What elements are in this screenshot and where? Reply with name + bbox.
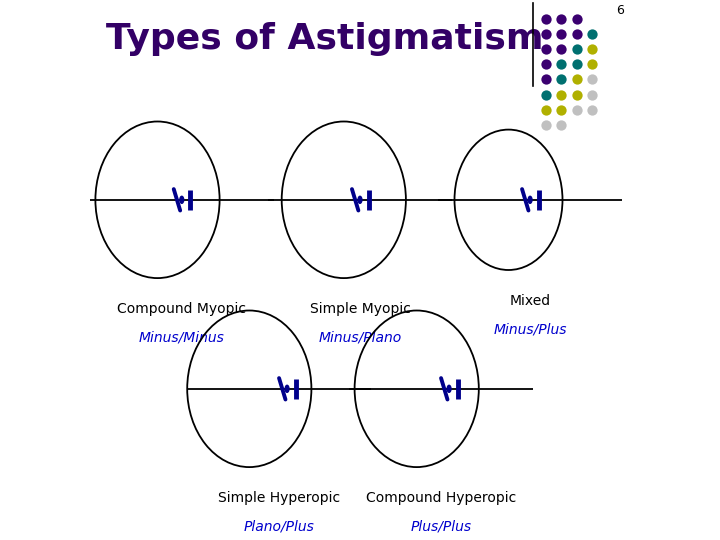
Point bbox=[571, 30, 582, 38]
Point bbox=[541, 120, 552, 129]
Point bbox=[571, 90, 582, 99]
Point bbox=[556, 75, 567, 84]
Ellipse shape bbox=[528, 197, 532, 203]
Point bbox=[541, 45, 552, 53]
Text: Minus/Plus: Minus/Plus bbox=[493, 322, 567, 336]
Point bbox=[541, 105, 552, 114]
Point bbox=[556, 60, 567, 69]
Text: Types of Astigmatism: Types of Astigmatism bbox=[107, 22, 544, 56]
Point bbox=[586, 60, 598, 69]
Text: Minus/Minus: Minus/Minus bbox=[139, 330, 225, 345]
Point bbox=[541, 15, 552, 23]
Point bbox=[571, 45, 582, 53]
Ellipse shape bbox=[358, 197, 362, 203]
Text: Simple Hyperopic: Simple Hyperopic bbox=[218, 491, 340, 505]
Point bbox=[541, 90, 552, 99]
Ellipse shape bbox=[285, 385, 289, 392]
Point bbox=[586, 45, 598, 53]
Point bbox=[571, 105, 582, 114]
Point bbox=[571, 15, 582, 23]
Point bbox=[586, 30, 598, 38]
Point bbox=[586, 90, 598, 99]
Text: Simple Myopic: Simple Myopic bbox=[310, 302, 410, 316]
Point bbox=[556, 120, 567, 129]
Point bbox=[541, 30, 552, 38]
Text: Compound Myopic: Compound Myopic bbox=[117, 302, 246, 316]
Point bbox=[556, 45, 567, 53]
Ellipse shape bbox=[180, 197, 184, 203]
Point bbox=[541, 60, 552, 69]
Point bbox=[556, 90, 567, 99]
Point bbox=[541, 75, 552, 84]
Ellipse shape bbox=[447, 385, 451, 392]
Point bbox=[556, 30, 567, 38]
Text: Plus/Plus: Plus/Plus bbox=[410, 519, 472, 534]
Text: 6: 6 bbox=[616, 4, 624, 17]
Point bbox=[571, 75, 582, 84]
Point bbox=[586, 105, 598, 114]
Text: Compound Hyperopic: Compound Hyperopic bbox=[366, 491, 516, 505]
Point bbox=[556, 105, 567, 114]
Text: Minus/Plano: Minus/Plano bbox=[318, 330, 402, 345]
Text: Mixed: Mixed bbox=[510, 294, 551, 308]
Point bbox=[571, 60, 582, 69]
Point bbox=[586, 75, 598, 84]
Point bbox=[556, 15, 567, 23]
Text: Plano/Plus: Plano/Plus bbox=[243, 519, 315, 534]
